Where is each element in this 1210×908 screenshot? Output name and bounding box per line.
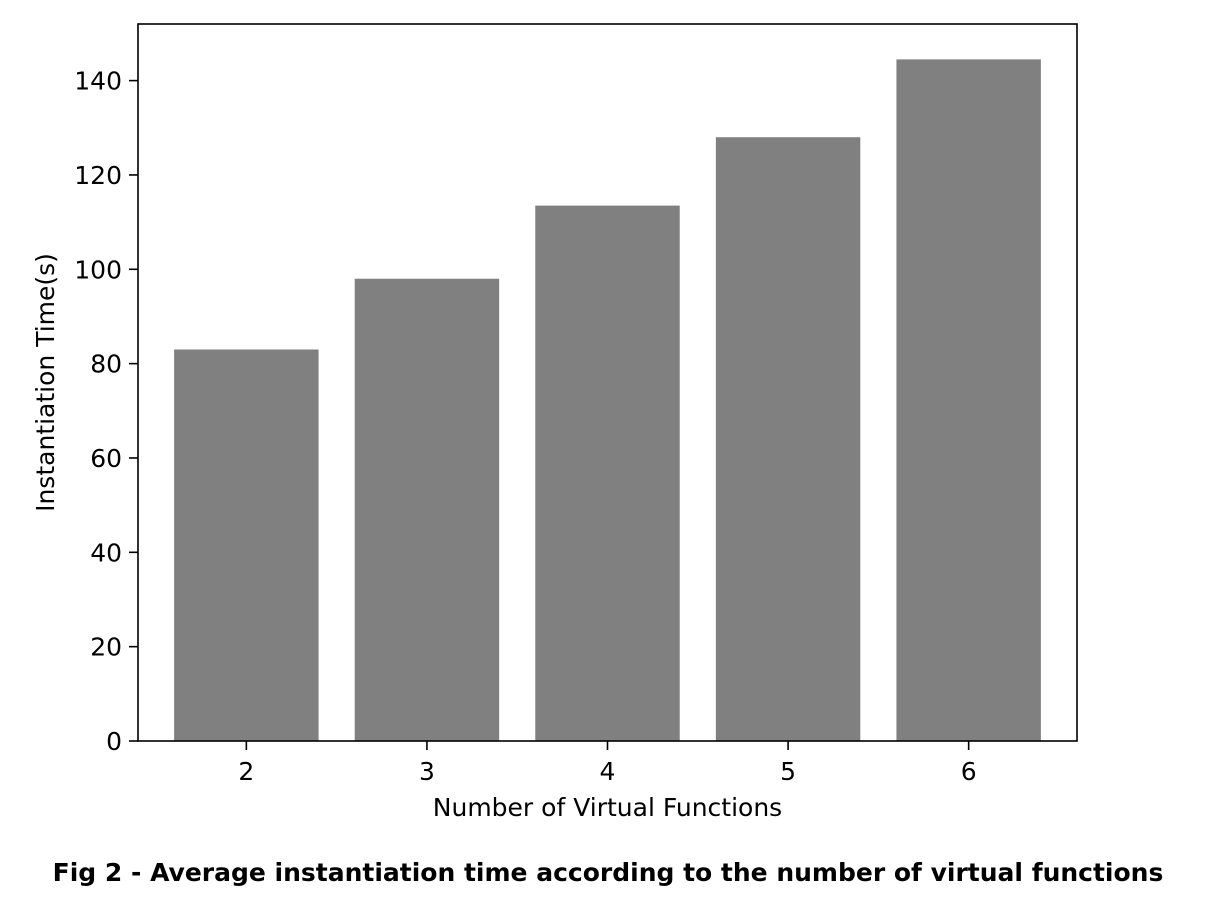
bar-3: [354, 278, 500, 741]
y-tick-label: 60: [90, 444, 122, 473]
y-axis: 0 20 40 60 80 100 120 140: [74, 67, 138, 756]
x-tick-label: 5: [780, 757, 796, 786]
y-tick-label: 40: [90, 538, 122, 567]
x-tick-label: 3: [419, 757, 435, 786]
y-tick-label: 20: [90, 633, 122, 662]
bars-group: [174, 59, 1041, 742]
bar-5: [715, 137, 861, 742]
bar-6: [896, 59, 1041, 741]
x-axis-label: Number of Virtual Functions: [433, 793, 782, 822]
y-tick-label: 0: [106, 727, 122, 756]
bar-2: [174, 349, 319, 741]
y-tick-label: 100: [74, 255, 122, 284]
y-tick-label: 80: [90, 350, 122, 379]
x-tick-label: 6: [961, 757, 977, 786]
bar-chart: 0 20 40 60 80 100 120 140 2 3 4 5 6 Number of Virtu…: [31, 23, 1078, 822]
x-axis: 2 3 4 5 6: [238, 741, 977, 786]
y-tick-label: 140: [74, 67, 122, 96]
y-tick-label: 120: [74, 161, 122, 190]
x-tick-label: 2: [238, 757, 254, 786]
y-axis-label: Instantiation Time(s): [31, 253, 60, 512]
figure-caption: Fig 2 - Average instantiation time accor…: [52, 858, 1164, 887]
bar-4: [535, 205, 680, 742]
x-tick-label: 4: [600, 757, 616, 786]
